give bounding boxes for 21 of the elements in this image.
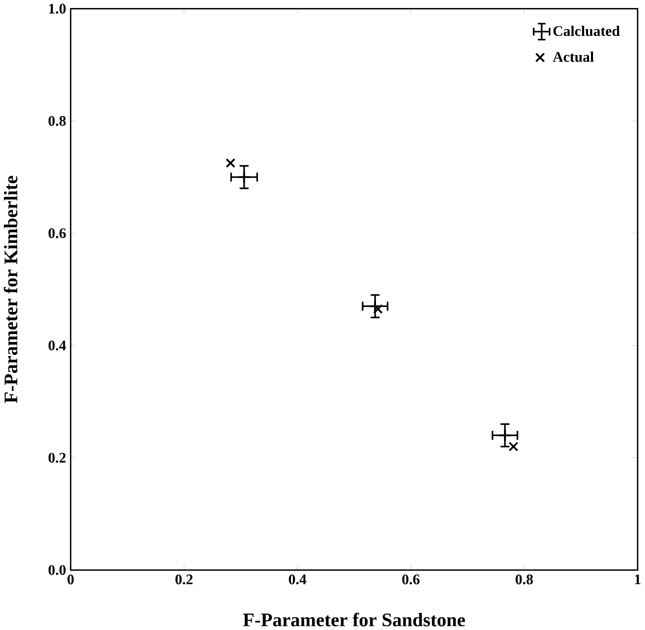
point bbox=[498, 428, 512, 442]
point bbox=[226, 158, 236, 168]
legend-label: Actual bbox=[552, 52, 594, 62]
y-tick-label: 0.0 bbox=[48, 565, 66, 575]
y-tick-label: 0.2 bbox=[48, 452, 66, 463]
x-tick-label: 1 bbox=[635, 574, 641, 584]
y-tick-label: 0.8 bbox=[48, 116, 66, 126]
legend-label: Calcluated bbox=[553, 26, 620, 36]
x-tick-label: 0 bbox=[68, 574, 74, 584]
y-tick-label: 0.4 bbox=[48, 340, 66, 350]
x-tick-label: 0.4 bbox=[288, 574, 306, 584]
y-tick-label: 0.6 bbox=[48, 228, 66, 238]
x-tick-label: 0.2 bbox=[175, 574, 193, 584]
point bbox=[238, 170, 251, 184]
x-axis-title: F-Parameter for Sandstone bbox=[243, 612, 465, 626]
point bbox=[368, 300, 382, 313]
y-tick-label: 1.0 bbox=[49, 4, 66, 14]
x-tick-label: 0.8 bbox=[516, 574, 533, 584]
x-tick-label: 0.6 bbox=[402, 574, 420, 584]
y-axis-title: F-Parameter for Kimberlite bbox=[4, 176, 18, 403]
point bbox=[508, 442, 518, 452]
